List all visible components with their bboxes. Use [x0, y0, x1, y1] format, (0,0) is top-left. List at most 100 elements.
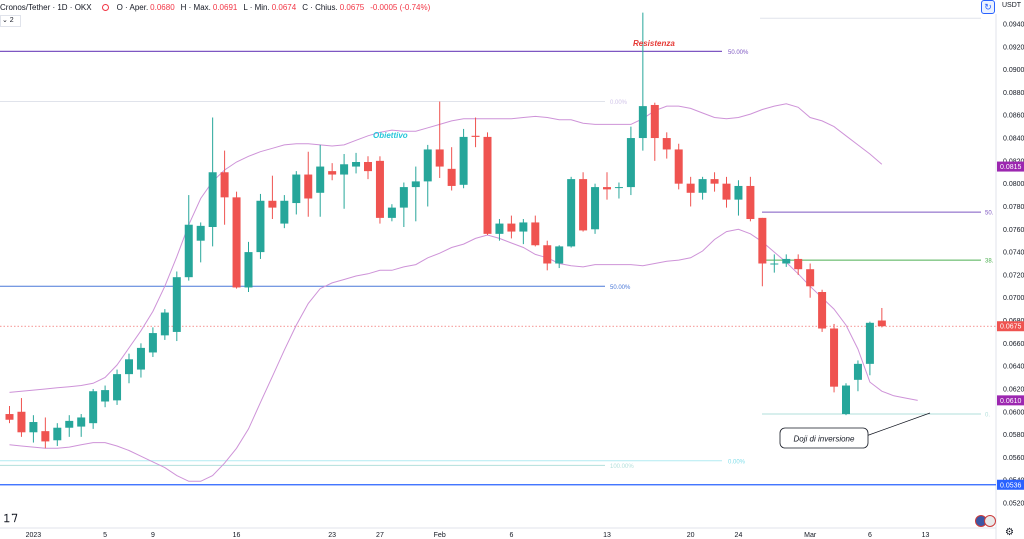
- price-tick-label: 0.0840: [1003, 136, 1024, 143]
- tradingview-logo-icon[interactable]: 𝟷𝟽: [3, 511, 19, 525]
- candle-body: [292, 174, 301, 204]
- level-label: 100.00%: [610, 464, 634, 470]
- time-tick-label: 20: [687, 532, 695, 539]
- level-label: 50.: [985, 211, 994, 217]
- candle-body: [89, 391, 98, 424]
- price-tick-label: 0.0900: [1003, 67, 1024, 74]
- candle-body: [722, 183, 731, 200]
- flag-icon-2[interactable]: [984, 515, 996, 527]
- time-tick-label: 27: [376, 532, 384, 539]
- candle-body: [555, 246, 564, 264]
- bollinger-upper-line: [9, 103, 883, 393]
- price-tick-label: 0.0920: [1003, 44, 1024, 51]
- candle-body: [375, 160, 384, 218]
- time-tick-label: 2023: [26, 532, 42, 539]
- gear-icon[interactable]: ⚙: [1005, 527, 1014, 538]
- price-label-text: 0.0815: [1000, 164, 1022, 171]
- candle-body: [256, 200, 265, 253]
- callout-line: [865, 412, 931, 437]
- candle-body: [41, 431, 50, 442]
- price-label-text: 0.0536: [1000, 482, 1022, 489]
- candle-body: [304, 174, 313, 199]
- price-tick-label: 0.0740: [1003, 250, 1024, 257]
- candle-body: [328, 171, 337, 175]
- time-tick-label: 6: [868, 532, 872, 539]
- currency-label[interactable]: USDT: [1002, 2, 1022, 9]
- close-value: 0.0675: [339, 2, 365, 12]
- candle-body: [160, 312, 169, 336]
- candle-body: [148, 333, 157, 353]
- price-tick-label: 0.0660: [1003, 341, 1024, 348]
- candle-body: [113, 374, 122, 401]
- annotation-obiettivo: Obiettivo: [373, 131, 408, 140]
- level-label: 50.00%: [728, 50, 749, 56]
- candle-body: [423, 149, 432, 182]
- level-label: 0.00%: [728, 459, 746, 465]
- candle-body: [447, 168, 456, 186]
- candle-body: [686, 183, 695, 193]
- price-label-text: 0.0610: [1000, 398, 1022, 405]
- price-tick-label: 0.0640: [1003, 364, 1024, 371]
- candle-body: [387, 207, 396, 218]
- candle-body: [340, 164, 349, 175]
- change-value: -0.0005 (-0.74%): [370, 2, 431, 12]
- annotation-resistenza: Resistenza: [633, 39, 675, 48]
- candle-body: [519, 222, 528, 232]
- candle-body: [101, 390, 110, 402]
- candle-body: [232, 197, 241, 288]
- time-tick-label: 13: [603, 532, 611, 539]
- candle-body: [877, 320, 886, 327]
- candle-body: [136, 347, 145, 370]
- candle-body: [507, 223, 516, 232]
- candle-body: [567, 179, 576, 247]
- candle-body: [435, 149, 444, 167]
- candle-body: [614, 187, 623, 189]
- price-label-box: [997, 161, 1024, 172]
- candle-body: [674, 149, 683, 184]
- price-tick-label: 0.0520: [1003, 501, 1024, 508]
- price-tick-label: 0.0760: [1003, 227, 1024, 234]
- candle-body: [399, 187, 408, 208]
- close-label: C · Chius.: [302, 2, 338, 12]
- candle-body: [495, 223, 504, 234]
- candle-body: [208, 172, 217, 228]
- candle-body: [626, 138, 635, 188]
- candle-body: [411, 181, 420, 188]
- symbol-title[interactable]: Cronos/Tether · 1D · OKX: [0, 2, 92, 12]
- high-value: 0.0691: [212, 2, 238, 12]
- indicators-collapse-button[interactable]: ⌄ 2: [0, 15, 21, 27]
- low-value: 0.0674: [271, 2, 297, 12]
- candle-body: [196, 225, 205, 241]
- time-tick-label: 13: [922, 532, 930, 539]
- candle-body: [220, 172, 229, 198]
- candle-body: [77, 417, 86, 427]
- time-tick-label: 6: [509, 532, 513, 539]
- candle-body: [184, 224, 193, 278]
- price-tick-label: 0.0720: [1003, 272, 1024, 279]
- candle-body: [5, 414, 14, 420]
- candle-body: [364, 161, 372, 172]
- candle-body: [734, 185, 743, 200]
- candle-body: [770, 263, 779, 265]
- price-tick-label: 0.0880: [1003, 90, 1024, 97]
- annotation-doji: Doji di inversione: [794, 435, 855, 444]
- price-label-box: [997, 395, 1024, 406]
- auto-scale-icon[interactable]: ↻: [981, 0, 995, 14]
- open-value: 0.0680: [150, 2, 175, 12]
- time-tick-label: 24: [735, 532, 743, 539]
- candle-body: [591, 187, 600, 230]
- candle-body: [830, 328, 839, 387]
- level-label: 0.00%: [610, 100, 628, 106]
- candle-body: [17, 411, 26, 433]
- candle-body: [842, 385, 850, 415]
- candle-body: [352, 161, 361, 167]
- time-tick-label: Mar: [804, 532, 817, 539]
- chart-legend-header: Cronos/Tether · 1D · OKX O · Aper. 0.068…: [0, 0, 436, 14]
- price-tick-label: 0.0580: [1003, 432, 1024, 439]
- candle-body: [818, 292, 827, 329]
- candle-body: [710, 179, 719, 184]
- candle-body: [459, 136, 468, 185]
- time-tick-label: 5: [103, 532, 107, 539]
- candle-body: [29, 422, 38, 433]
